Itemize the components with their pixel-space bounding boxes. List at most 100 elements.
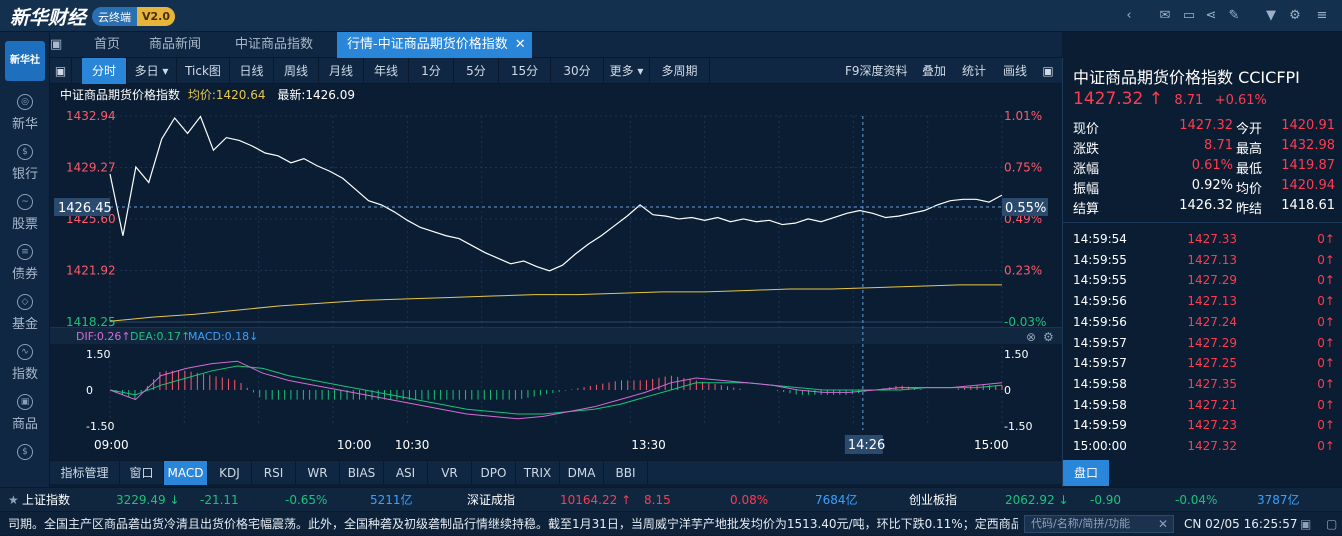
period-toolbar: ▣ 分时 多日 ▾ Tick图 日线 周线 月线 年线 1分 5分 15分 30… xyxy=(50,58,1062,84)
divider xyxy=(1063,222,1342,223)
index-name[interactable]: 上证指数 xyxy=(22,493,71,507)
quote-row: 现价 1427.32 今开 1420.91 xyxy=(1063,118,1342,138)
macd-close-icon: ⊗ xyxy=(1026,330,1036,344)
tick-row: 14:59:58 1427.21 0↑ xyxy=(1063,398,1342,418)
sidebar-item-label: 指数 xyxy=(11,367,38,382)
indicator-1[interactable]: 窗口 xyxy=(120,461,164,485)
intraday-chart[interactable]: 1432.941429.271425.601421.921418.251.01%… xyxy=(50,104,1062,460)
sidebar-toggle-icon[interactable]: ▣ xyxy=(50,37,63,52)
tick-volume: 0↑ xyxy=(1317,232,1335,246)
price-tick-label: 1421.92 xyxy=(66,264,116,278)
message-icon[interactable]: ▭ xyxy=(1182,8,1196,23)
period-15min[interactable]: 15分 xyxy=(499,58,551,84)
back-icon[interactable]: ‹ xyxy=(1126,8,1132,23)
indicator-2[interactable]: MACD xyxy=(164,461,208,485)
quote-value: 1420.91 xyxy=(1281,118,1335,133)
crosshair-time: 14:26 xyxy=(848,438,885,453)
tick-volume: 0↑ xyxy=(1317,418,1335,433)
index-name[interactable]: 深证成指 xyxy=(467,493,516,507)
period-month[interactable]: 月线 xyxy=(319,58,364,84)
sidebar-item-bank[interactable]: $ 银行 xyxy=(0,144,50,182)
download-icon[interactable]: ▣ xyxy=(1300,517,1312,531)
period-week[interactable]: 周线 xyxy=(274,58,319,84)
search-input[interactable]: 代码/名称/简拼/功能 xyxy=(1024,515,1174,533)
mail-icon[interactable]: ✉ xyxy=(1159,8,1171,23)
period-day[interactable]: 日线 xyxy=(230,58,274,84)
tab-quote-active[interactable]: 行情-中证商品期货价格指数 ✕ xyxy=(337,32,532,58)
edit-icon[interactable]: ✎ xyxy=(1228,8,1240,23)
sidebar-item-index[interactable]: ∿ 指数 xyxy=(0,344,50,382)
indicator-0[interactable]: 指标管理 xyxy=(50,461,120,485)
statistics-button[interactable]: 统计 xyxy=(962,64,987,78)
index-amount: 5211亿 xyxy=(370,493,413,507)
tick-volume: 0↑ xyxy=(1317,294,1335,309)
indicator-7[interactable]: ASI xyxy=(384,461,428,485)
cloud-terminal-badge[interactable]: 云终端 V2.0 xyxy=(92,7,175,26)
tick-row: 14:59:56 1427.13 0↑ xyxy=(1063,294,1342,314)
draw-button[interactable]: 画线 xyxy=(1003,64,1028,78)
period-multi[interactable]: 多周期 xyxy=(650,58,710,84)
indicator-4[interactable]: RSI xyxy=(252,461,296,485)
indicator-9[interactable]: DPO xyxy=(472,461,516,485)
tick-time: 14:59:57 xyxy=(1073,356,1127,371)
sidebar-item-bond[interactable]: ≡ 债券 xyxy=(0,244,50,282)
period-5min[interactable]: 5分 xyxy=(454,58,499,84)
menu-icon[interactable]: ≡ xyxy=(1316,8,1328,23)
sidebar-item-more[interactable]: $ xyxy=(0,444,50,463)
period-intraday[interactable]: 分时 xyxy=(82,58,127,84)
period-year[interactable]: 年线 xyxy=(364,58,409,84)
chart-symbol-name: 中证商品期货价格指数 xyxy=(60,88,181,102)
sidebar-item-label: 股票 xyxy=(11,217,38,232)
panel-right-icon[interactable]: ▣ xyxy=(1042,64,1054,78)
index-name[interactable]: 创业板指 xyxy=(909,493,958,507)
search-clear-icon[interactable]: ✕ xyxy=(1158,517,1169,531)
crosshair-price-box xyxy=(54,198,110,217)
period-multiday[interactable]: 多日 ▾ xyxy=(127,58,177,84)
tick-price: 1427.29 xyxy=(1187,335,1237,350)
quote-row: 振幅 0.92% 均价 1420.94 xyxy=(1063,178,1342,198)
macd-tick-left: 0 xyxy=(86,384,93,397)
indicator-10[interactable]: TRIX xyxy=(516,461,560,485)
pct-tick-label: 0.23% xyxy=(1004,264,1042,278)
period-more[interactable]: 更多 ▾ xyxy=(604,58,650,84)
panel-toggle-icon[interactable]: ▣ xyxy=(50,58,72,84)
f9-button[interactable]: F9深度资料 xyxy=(845,64,908,78)
sidebar-item-xinhua[interactable]: ◎ 新华 xyxy=(0,94,50,132)
window-icon[interactable]: ▢ xyxy=(1326,517,1338,531)
index-change-pct: -0.04% xyxy=(1175,493,1218,507)
indicator-5[interactable]: WR xyxy=(296,461,340,485)
star-icon[interactable]: ★ xyxy=(8,493,19,507)
tick-price: 1427.13 xyxy=(1187,252,1237,267)
indicator-8[interactable]: VR xyxy=(428,461,472,485)
tab-commodity-news[interactable]: 商品新闻 xyxy=(149,37,202,52)
tab-csi-commodity-index[interactable]: 中证商品指数 xyxy=(235,37,314,52)
tick-volume: 0↑ xyxy=(1317,335,1335,350)
quote-value: 1432.98 xyxy=(1281,138,1335,153)
dea-line xyxy=(109,365,1003,415)
sidebar-item-label: 银行 xyxy=(11,167,38,182)
crosshair-pct-box xyxy=(1002,198,1048,217)
overlay-button[interactable]: 叠加 xyxy=(922,64,947,78)
price-tick-label: 1429.27 xyxy=(66,161,116,175)
sidebar-item-commodity[interactable]: ▣ 商品 xyxy=(0,394,50,432)
indicator-3[interactable]: KDJ xyxy=(208,461,252,485)
sidebar-item-stock[interactable]: ~ 股票 xyxy=(0,194,50,232)
sidebar-item-fund[interactable]: ◇ 基金 xyxy=(0,294,50,332)
indicator-12[interactable]: BBI xyxy=(604,461,648,485)
period-1min[interactable]: 1分 xyxy=(409,58,454,84)
period-tick[interactable]: Tick图 xyxy=(177,58,230,84)
close-icon[interactable]: ✕ xyxy=(514,37,526,52)
indicator-6[interactable]: BIAS xyxy=(340,461,384,485)
xinhua-logo[interactable]: 新华社 xyxy=(5,41,45,81)
gear-icon[interactable]: ⚙ xyxy=(1289,8,1301,23)
quote-label: 最低 xyxy=(1236,162,1263,177)
news-ticker[interactable]: 司期。全国主产区商品砻出货冷清且出货价格宅幅震荡。此外，全国种砻及初级砻制品行情… xyxy=(8,517,1018,531)
indicator-11[interactable]: DMA xyxy=(560,461,604,485)
shirt-icon[interactable]: ▼ xyxy=(1266,8,1276,23)
tab-home[interactable]: 首页 xyxy=(94,37,121,52)
quote-label: 结算 xyxy=(1073,202,1100,217)
share-icon[interactable]: ⋖ xyxy=(1205,8,1217,23)
period-30min[interactable]: 30分 xyxy=(551,58,604,84)
quote-value: 1418.61 xyxy=(1281,198,1335,213)
pankou-tab[interactable]: 盘口 xyxy=(1063,460,1109,486)
